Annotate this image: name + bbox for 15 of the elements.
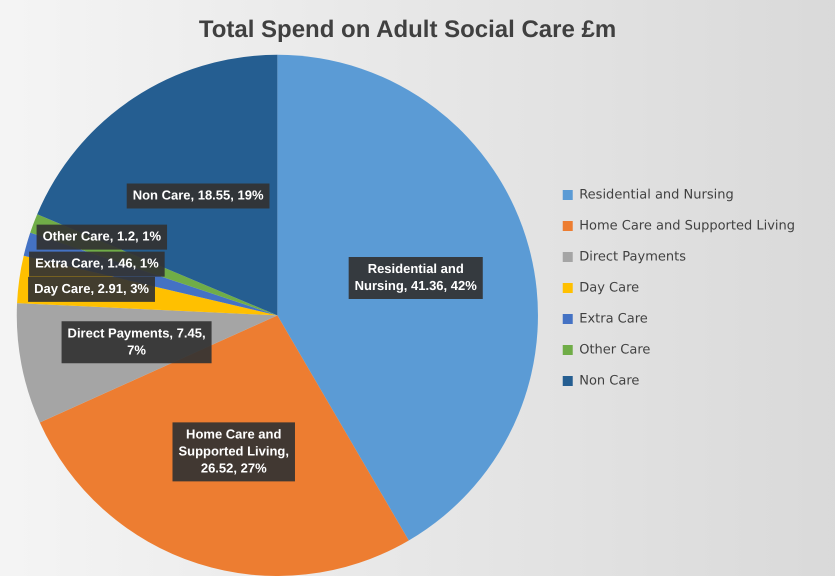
data-label: Residential and Nursing, 41.36, 42% bbox=[354, 261, 478, 294]
legend-label: Other Care bbox=[579, 342, 650, 358]
data-label: Non Care, 18.55, 19% bbox=[132, 188, 264, 203]
legend-label: Extra Care bbox=[579, 311, 648, 326]
legend-label: Residential and Nursing bbox=[579, 187, 734, 202]
legend-label: Non Care bbox=[579, 373, 640, 388]
data-label: Extra Care, 1.46, 1% bbox=[35, 256, 160, 271]
legend-label: Home Care and Supported Living bbox=[579, 218, 796, 234]
legend-label: Day Care bbox=[579, 280, 640, 296]
data-label: Direct Payments, 7.45, 7% bbox=[68, 325, 206, 358]
data-label: Day Care, 2.91, 3% bbox=[34, 281, 150, 296]
data-label: Other Care, 1.2, 1% bbox=[42, 228, 162, 244]
legend-label: Direct Payments bbox=[579, 249, 686, 264]
chart-title: Total Spend on Adult Social Care £m bbox=[198, 16, 616, 44]
data-label: Home Care and Supported Living, 26.52, 27% bbox=[178, 426, 289, 476]
